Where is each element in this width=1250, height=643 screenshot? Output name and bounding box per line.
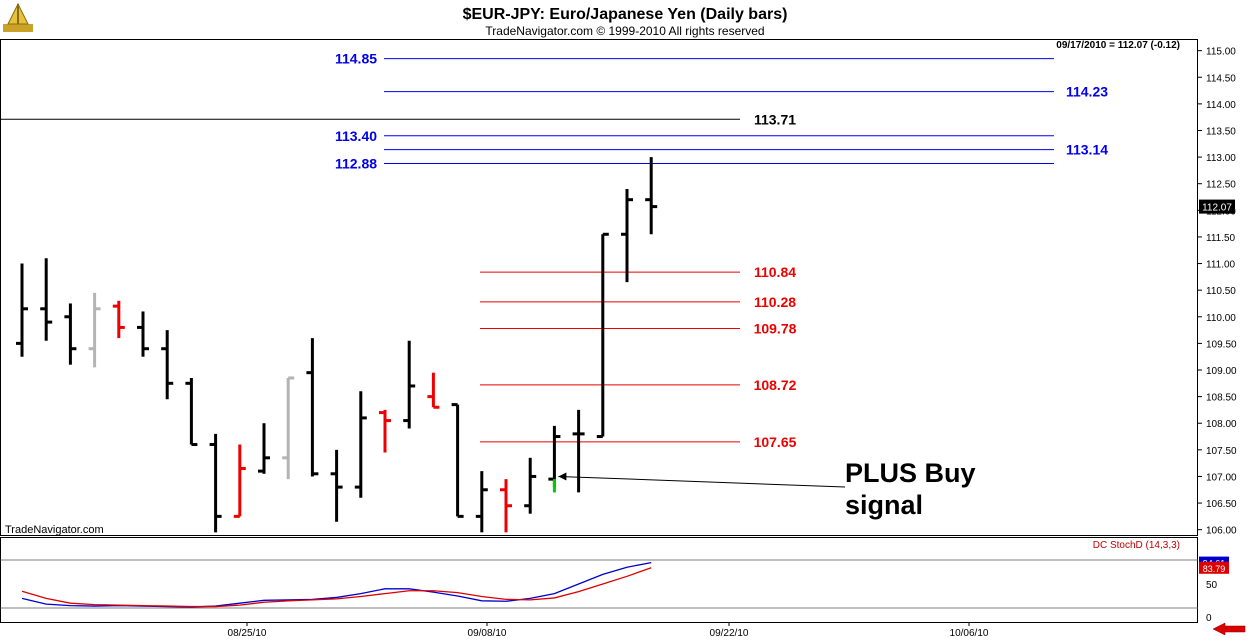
copyright-text: TradeNavigator.com © 1999-2010 All right… (485, 24, 764, 38)
level-label: 114.23 (1066, 84, 1108, 100)
price-tick-label: 110.00 (1206, 313, 1236, 324)
logo-icon (3, 2, 33, 32)
price-tick-label: 115.00 (1206, 47, 1236, 58)
price-tick-label: 106.00 (1206, 526, 1237, 537)
date-axis: 08/25/10 09/08/10 09/22/10 10/06/10 (228, 622, 989, 639)
price-bars (16, 157, 658, 533)
ohlc-bar (451, 403, 464, 518)
ohlc-bar (427, 372, 440, 409)
date-tick-label: 09/22/10 (710, 628, 749, 639)
stoch-series-line (21, 567, 652, 608)
ohlc-bar (282, 376, 295, 480)
ohlc-bar (524, 457, 537, 514)
level-label: 113.40 (335, 128, 377, 144)
ohlc-bar (88, 292, 101, 368)
quote-readout: 09/17/2010 = 112.07 (-0.12) (1056, 40, 1180, 51)
ohlc-bar (185, 377, 198, 447)
level-label: 110.28 (754, 294, 796, 310)
price-tick-label: 113.50 (1206, 126, 1236, 137)
level-label: 112.88 (335, 155, 377, 171)
ohlc-bar (500, 479, 512, 533)
annotation-line-1: PLUS Buy (845, 458, 976, 488)
ohlc-bar (475, 471, 488, 533)
price-tick-label: 111.00 (1206, 260, 1236, 271)
ohlc-bar (233, 444, 246, 518)
date-tick-label: 10/06/10 (950, 628, 989, 639)
price-axis: 115.00 114.50 114.00 113.50 113.00 112.50 112.… (1198, 47, 1237, 537)
level-label: 113.14 (1066, 142, 1108, 158)
ohlc-bar (596, 232, 609, 439)
stoch-tick-label: 0 (1206, 613, 1212, 624)
level-label: 113.71 (754, 111, 796, 127)
level-label: 109.78 (754, 320, 797, 336)
price-tick-label: 107.00 (1206, 472, 1237, 483)
price-tick-label: 111.50 (1206, 233, 1236, 244)
annotation-pointer (558, 475, 846, 488)
annotation-line-2: signal (845, 490, 923, 520)
ohlc-bar (572, 409, 585, 493)
level-label: 107.65 (754, 434, 797, 450)
price-tick-label: 114.50 (1206, 73, 1236, 84)
ohlc-bar (354, 391, 367, 498)
ohlc-bar (112, 300, 125, 339)
level-label: 110.84 (754, 264, 796, 280)
price-tick-label: 110.50 (1206, 286, 1236, 297)
chart-title: $EUR-JPY: Euro/Japanese Yen (Daily bars) (463, 6, 788, 23)
price-tick-label: 109.00 (1206, 366, 1237, 377)
price-tick-label: 114.00 (1206, 100, 1236, 111)
scroll-left-arrow-icon[interactable] (1212, 622, 1246, 636)
annotation-arrowhead (558, 472, 567, 481)
ohlc-bar (64, 303, 77, 365)
price-tick-label: 106.50 (1206, 499, 1237, 510)
ohlc-bar (258, 423, 270, 474)
ohlc-bar (403, 340, 416, 429)
price-tick-label: 109.50 (1206, 339, 1237, 350)
date-tick-label: 09/08/10 (468, 628, 507, 639)
ohlc-bar (330, 449, 343, 522)
stoch-tick-label: 50 (1206, 580, 1218, 591)
ohlc-bar (16, 263, 28, 357)
ohlc-bar (548, 425, 561, 493)
price-tick-label: 108.50 (1206, 393, 1237, 404)
price-tick-label: 113.00 (1206, 153, 1236, 164)
stoch-last-flag (1199, 561, 1229, 574)
level-label: 114.85 (335, 51, 377, 67)
ohlc-bar (645, 157, 658, 235)
watermark-text: TradeNavigator.com (5, 524, 104, 536)
ohlc-bar (161, 330, 174, 400)
last-price-label: 112.07 (1202, 203, 1232, 214)
price-panel-frame (0, 39, 1198, 536)
ohlc-bar (40, 258, 53, 341)
ohlc-bar (209, 433, 222, 533)
level-label: 108.72 (754, 377, 797, 393)
indicator-panel-frame (0, 537, 1198, 623)
last-price-flag (1199, 199, 1235, 214)
date-tick-label: 08/25/10 (228, 628, 267, 639)
ohlc-bar (306, 338, 319, 477)
stoch-last-label: 83.79 (1203, 564, 1226, 574)
indicator-title: DC StochD (14,3,3) (1093, 540, 1180, 551)
price-levels: 114.85 114.23 113.71 113.40 113.14 112.88 110.… (0, 51, 1108, 450)
stochastic-lines: 50094.6183.79 (0, 556, 1229, 624)
price-tick-label: 107.50 (1206, 446, 1237, 457)
stoch-series-line (21, 561, 652, 608)
price-tick-label: 112.50 (1206, 180, 1236, 191)
ohlc-bar (137, 311, 149, 357)
ohlc-bar (621, 189, 633, 283)
ohlc-bar (379, 409, 391, 453)
price-tick-label: 108.00 (1206, 419, 1237, 430)
